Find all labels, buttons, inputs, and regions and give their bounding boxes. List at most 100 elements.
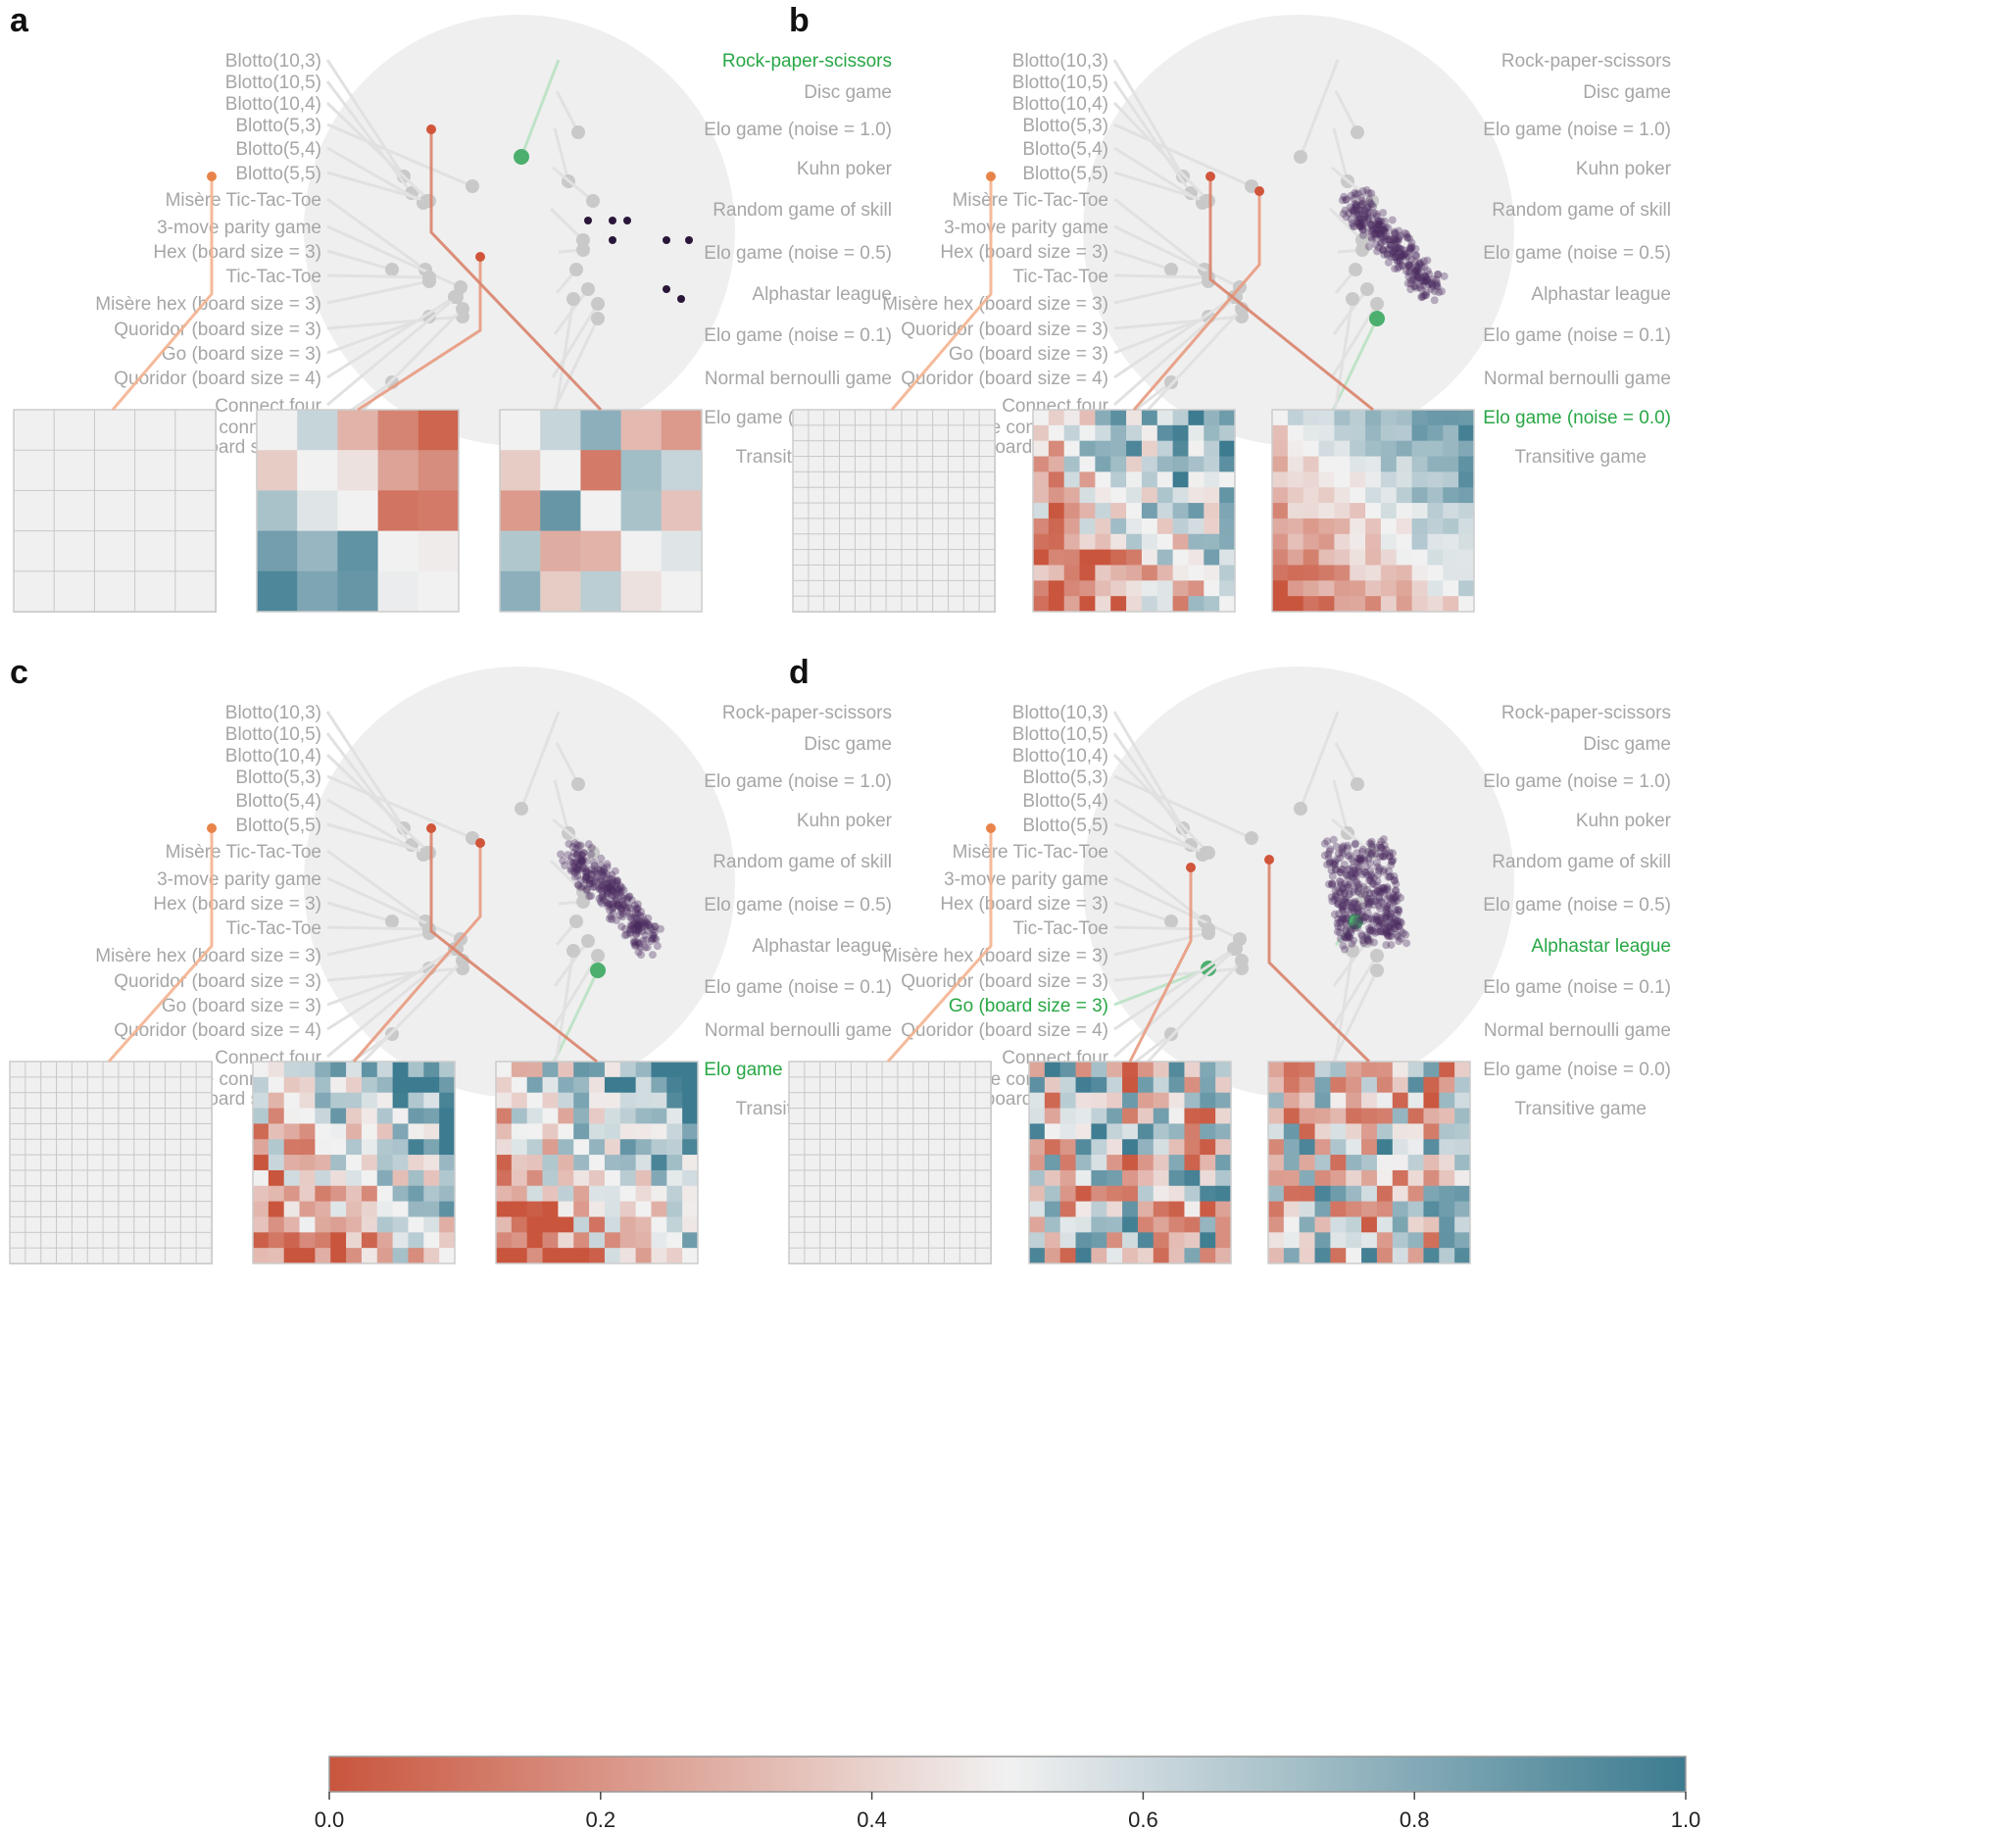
matrix-cell	[283, 1248, 301, 1264]
matrix-cell	[1361, 1062, 1378, 1078]
sample-point	[1381, 849, 1390, 858]
sample-point	[577, 856, 586, 865]
matrix-cell	[9, 1154, 26, 1171]
sample-point	[1343, 841, 1352, 850]
matrix-cell	[1318, 424, 1335, 442]
matrix-cell	[619, 1155, 637, 1171]
matrix-cell	[1204, 440, 1220, 458]
matrix-cell	[1346, 1092, 1362, 1110]
matrix-cell	[1029, 1232, 1046, 1249]
game-point	[422, 274, 436, 288]
leader-line	[1332, 127, 1350, 182]
matrix-cell	[1299, 1108, 1316, 1124]
matrix-cell	[1365, 580, 1382, 597]
matrix-cell	[804, 1215, 821, 1234]
matrix-cell	[854, 502, 872, 520]
matrix-cell	[1137, 1123, 1155, 1140]
matrix-cell	[408, 1201, 424, 1217]
matrix-cell	[835, 1122, 853, 1141]
game-point	[1346, 944, 1359, 958]
sample-point	[1391, 253, 1400, 262]
sample-point	[627, 896, 636, 905]
matrix-cell	[164, 1108, 182, 1125]
sample-point	[634, 927, 643, 936]
game-point	[1200, 846, 1213, 860]
matrix-cell	[1063, 580, 1081, 597]
sample-point	[1413, 263, 1422, 272]
matrix-cell	[974, 1215, 993, 1234]
sample-point	[1373, 916, 1382, 924]
matrix-cell	[102, 1215, 120, 1234]
sample-point	[1401, 228, 1409, 237]
matrix-cell	[1376, 1092, 1394, 1110]
sample-point	[1351, 897, 1359, 906]
sample-point	[1390, 253, 1399, 262]
matrix-cell	[56, 1231, 74, 1250]
leader-line	[1112, 711, 1185, 829]
matrix-cell	[1063, 565, 1081, 581]
matrix-cell	[1137, 1062, 1155, 1078]
matrix-cell	[500, 410, 541, 451]
sample-point	[1364, 213, 1373, 222]
matrix-cell	[376, 1248, 394, 1264]
sample-point	[579, 848, 588, 857]
game-label-rock-paper-scissors: Rock-paper-scissors	[722, 51, 892, 72]
game-label-elo-game-noise-0-1: Elo game (noise = 0.1)	[1483, 325, 1671, 346]
matrix-cell	[86, 1138, 105, 1157]
sample-point	[613, 877, 621, 886]
matrix-cell	[1314, 1201, 1331, 1217]
sample-point	[1422, 288, 1431, 297]
sample-point	[570, 863, 579, 871]
matrix-cell	[102, 1092, 120, 1110]
sample-point	[605, 877, 614, 886]
leader-line	[325, 711, 406, 829]
sample-point	[1415, 258, 1424, 267]
matrix-cell	[1188, 596, 1205, 613]
matrix-cell	[496, 1123, 513, 1140]
sample-point	[1386, 240, 1395, 249]
sample-point	[1328, 871, 1337, 880]
matrix-cell	[540, 530, 581, 572]
leader-line	[326, 901, 393, 923]
matrix-cell	[1184, 1155, 1201, 1171]
game-point	[1355, 885, 1369, 899]
sample-point	[1355, 206, 1364, 215]
sample-point	[1355, 858, 1364, 866]
matrix-cell	[1126, 580, 1143, 597]
sample-point	[1342, 195, 1351, 204]
matrix-cell	[808, 424, 825, 442]
matrix-cell	[651, 1139, 667, 1156]
sample-point	[1357, 223, 1366, 231]
matrix-cell	[1392, 1139, 1409, 1156]
matrix-cell	[932, 549, 950, 567]
sample-point	[1326, 858, 1335, 866]
matrix-cell	[195, 1247, 213, 1264]
matrix-cell	[392, 1216, 409, 1233]
sample-point	[1368, 916, 1377, 924]
matrix-cell	[511, 1216, 528, 1233]
matrix-cell	[1153, 1216, 1170, 1233]
matrix-cell	[1059, 1248, 1077, 1264]
matrix-cell	[1407, 1155, 1424, 1171]
game-label-quoridor-board-size-4: Quoridor (board size = 4)	[901, 369, 1108, 389]
matrix-cell	[869, 518, 888, 535]
matrix-cell	[589, 1216, 606, 1233]
matrix-cell	[1443, 471, 1459, 488]
game-label-blotto-5-4: Blotto(5,4)	[1022, 139, 1108, 160]
matrix-cell	[819, 1138, 837, 1157]
game-label-3-move-parity-game: 3-move parity game	[157, 218, 321, 238]
matrix-cell	[651, 1108, 667, 1124]
sample-point	[629, 924, 638, 933]
game-point	[590, 963, 606, 978]
matrix-cell	[620, 410, 663, 451]
matrix-cell	[195, 1231, 213, 1250]
matrix-cell	[962, 424, 981, 442]
sample-point	[1396, 231, 1404, 240]
matrix-cell	[1268, 1169, 1285, 1187]
matrix-cell	[1156, 471, 1174, 488]
sample-point	[588, 882, 597, 891]
sample-point	[1422, 273, 1431, 282]
sample-point	[1339, 895, 1348, 904]
matrix-cell	[1454, 1108, 1471, 1124]
matrix-cell	[268, 1155, 285, 1171]
